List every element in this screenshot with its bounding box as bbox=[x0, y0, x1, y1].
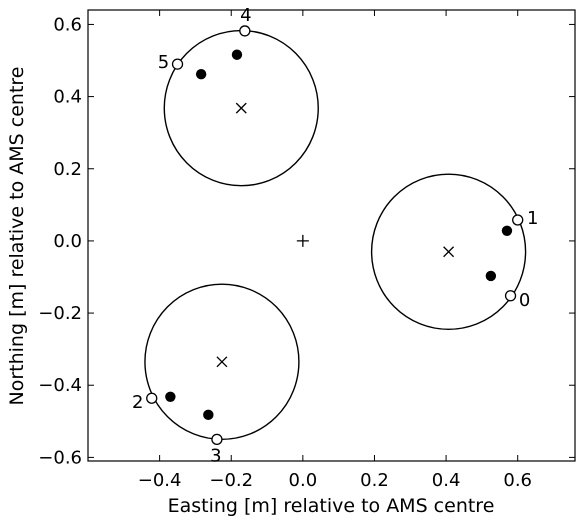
station-circle bbox=[370, 173, 527, 331]
y-tick-label: −0.4 bbox=[38, 375, 82, 396]
y-tick-label: 0.0 bbox=[53, 231, 82, 252]
y-axis-ticks: −0.6 −0.4 −0.2 0.0 0.2 0.4 0.6 bbox=[38, 14, 575, 468]
y-axis-label: Northing [m] relative to AMS centre bbox=[6, 67, 28, 406]
filled-point bbox=[165, 391, 176, 402]
x-tick-label: 0.4 bbox=[432, 470, 461, 491]
circle-centre-marker bbox=[216, 356, 228, 368]
ams-centre-marker bbox=[296, 234, 309, 247]
point-label: 3 bbox=[210, 445, 221, 466]
y-tick-label: −0.2 bbox=[38, 303, 82, 324]
point-label: 1 bbox=[527, 208, 538, 229]
filled-point bbox=[231, 49, 243, 60]
circle-group bbox=[144, 29, 527, 441]
filled-point bbox=[203, 409, 214, 421]
y-tick-label: −0.6 bbox=[38, 447, 82, 468]
y-tick-label: 0.4 bbox=[53, 87, 82, 108]
x-tick-label: −0.4 bbox=[138, 470, 182, 491]
open-point bbox=[171, 58, 184, 70]
x-tick-label: 0.2 bbox=[360, 470, 389, 491]
point-label: 4 bbox=[240, 5, 251, 26]
y-tick-label: 0.2 bbox=[53, 159, 82, 180]
open-point bbox=[504, 290, 517, 302]
open-point bbox=[211, 433, 223, 446]
circle-centre-marker bbox=[443, 246, 455, 258]
open-point bbox=[512, 214, 524, 226]
filled-point bbox=[485, 270, 497, 282]
x-axis-ticks: −0.4 −0.2 0.0 0.2 0.4 0.6 bbox=[138, 10, 532, 491]
x-axis-label: Easting [m] relative to AMS centre bbox=[168, 495, 495, 517]
x-tick-label: 0.0 bbox=[289, 470, 318, 491]
point-label: 5 bbox=[158, 52, 169, 73]
filled-point bbox=[501, 225, 513, 237]
y-tick-label: 0.6 bbox=[53, 14, 82, 35]
open-point bbox=[146, 392, 158, 404]
plot-frame bbox=[87, 9, 576, 462]
point-label: 2 bbox=[132, 392, 143, 413]
circle-centre-marker bbox=[235, 102, 247, 114]
filled-point bbox=[195, 69, 207, 80]
marker-group: 0 1 2 3 4 5 bbox=[132, 5, 538, 466]
open-point bbox=[239, 25, 251, 37]
x-tick-label: −0.2 bbox=[209, 470, 253, 491]
x-tick-label: 0.6 bbox=[503, 470, 532, 491]
point-label: 0 bbox=[519, 290, 530, 311]
